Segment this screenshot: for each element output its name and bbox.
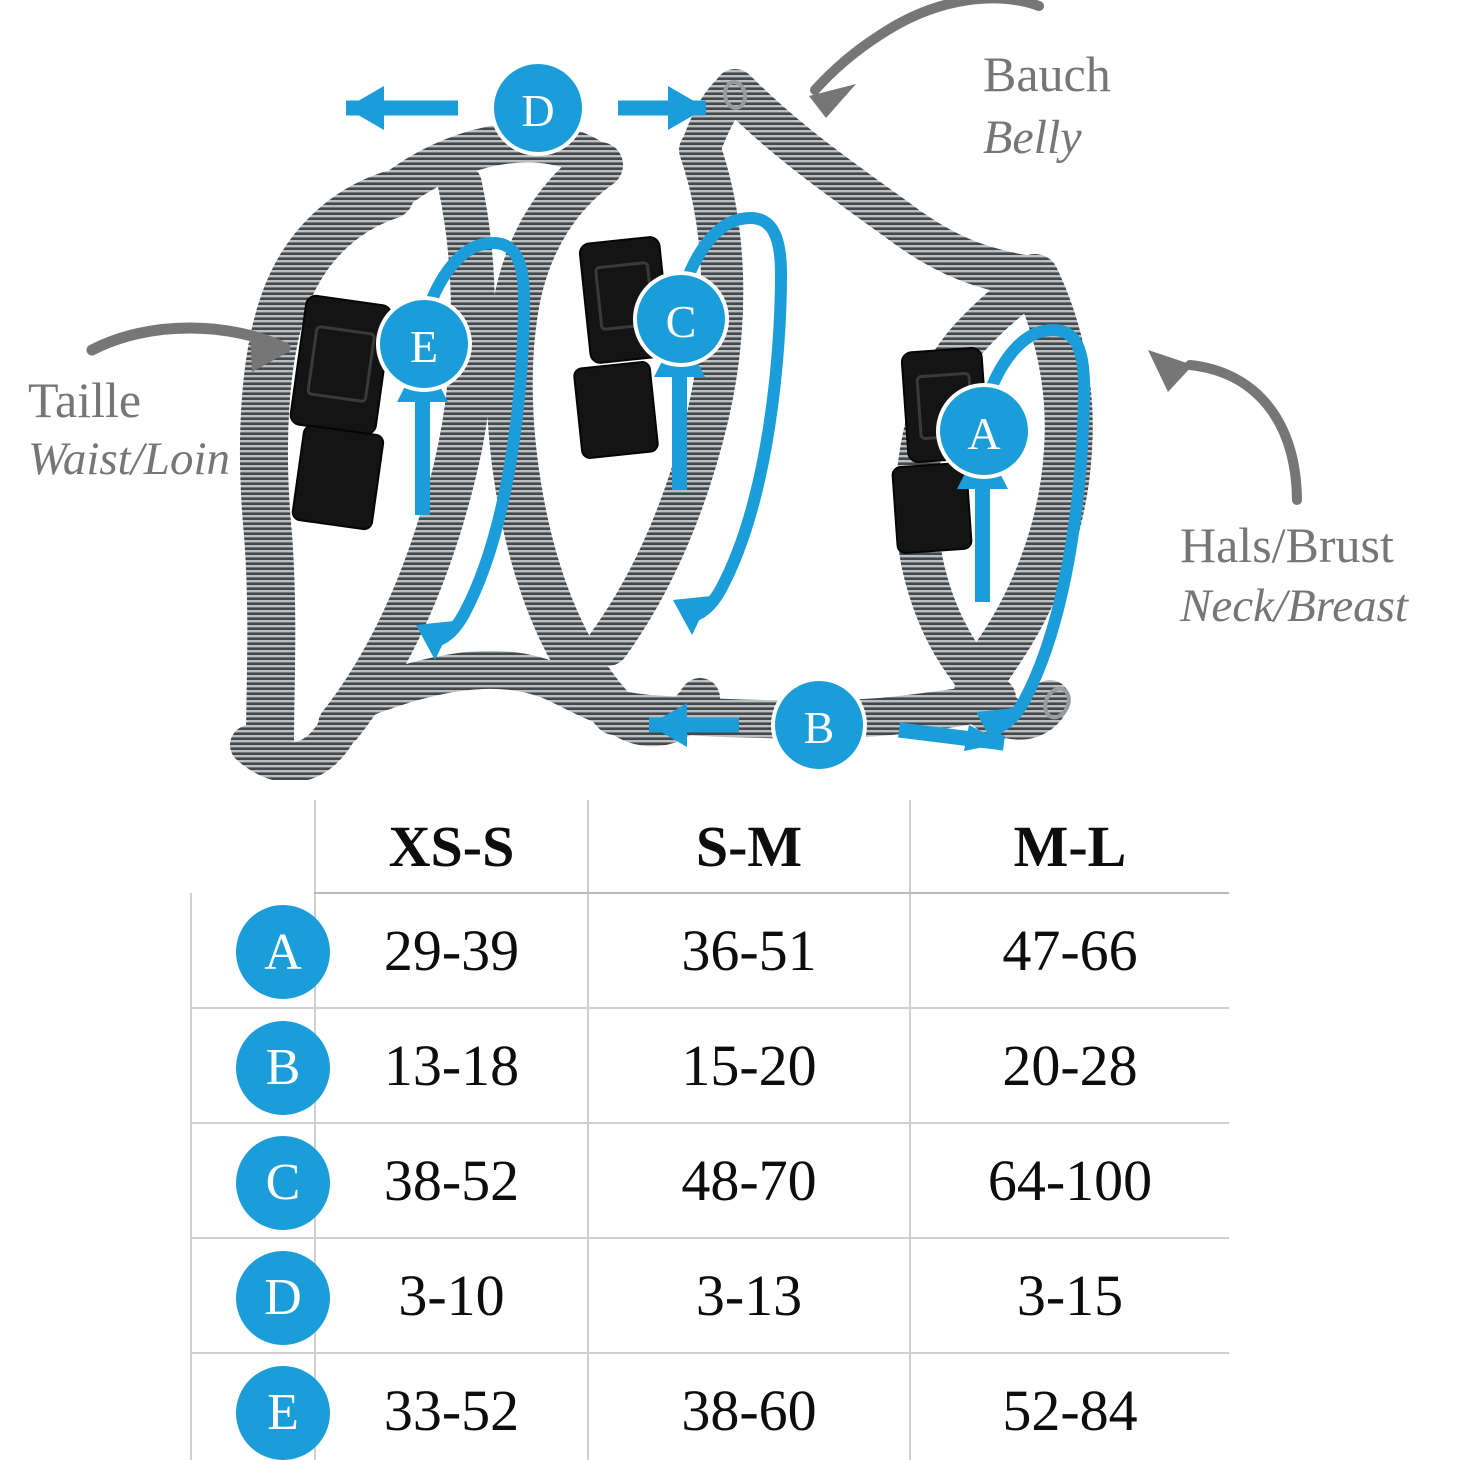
svg-text:D: D <box>521 85 554 136</box>
svg-text:Hals/Brust: Hals/Brust <box>1180 517 1394 573</box>
svg-text:A: A <box>967 408 1000 459</box>
svg-text:B: B <box>804 702 835 753</box>
svg-text:Bauch: Bauch <box>983 46 1111 102</box>
svg-text:Neck/Breast: Neck/Breast <box>1179 580 1409 632</box>
svg-text:Taille: Taille <box>28 372 141 428</box>
svg-text:Waist/Loin: Waist/Loin <box>28 433 230 485</box>
svg-text:C: C <box>666 296 697 347</box>
svg-text:E: E <box>410 321 438 372</box>
svg-text:Belly: Belly <box>983 111 1082 164</box>
